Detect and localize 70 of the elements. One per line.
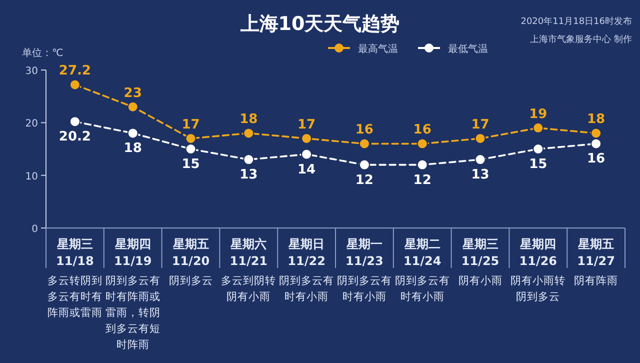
data-label: 17	[298, 117, 316, 132]
point	[127, 101, 138, 112]
data-label: 23	[124, 86, 142, 101]
y-tick-label: 30	[25, 66, 38, 77]
point	[532, 144, 544, 154]
point	[474, 154, 486, 166]
point	[301, 132, 312, 144]
data-label: 17	[182, 117, 200, 132]
data-label: 18	[587, 112, 606, 128]
point	[243, 128, 254, 139]
x-tick-label: 星期四 11/26	[519, 237, 558, 268]
note: 多云到阴转阴有小雨	[221, 275, 276, 303]
data-label: 18	[240, 112, 258, 128]
point	[69, 79, 80, 90]
point	[243, 154, 254, 166]
data-label: 16	[355, 122, 374, 138]
y-tick-label: 0	[32, 224, 38, 235]
data-label: 15	[182, 157, 200, 172]
note: 阴有小雨	[458, 275, 502, 287]
text: 上海市气象服务中心 制作	[530, 34, 632, 45]
data-label: 27.2	[58, 64, 91, 79]
point	[185, 132, 196, 144]
point	[416, 138, 428, 150]
data-label: 15	[529, 157, 548, 172]
point	[590, 128, 602, 139]
note: 阴有阵雨	[574, 275, 618, 287]
data-label: 16	[413, 122, 432, 138]
note: 阴到多云有时有阵雨或雷雨，转阴到多云有短时阵雨	[105, 275, 160, 351]
y-axis-title: 单位：℃	[22, 47, 64, 59]
x-tick-label: 星期一 11/23	[345, 237, 384, 268]
data-label: 13	[240, 168, 258, 183]
point	[358, 159, 370, 170]
note: 阴到多云有时有小雨	[394, 275, 450, 303]
point	[416, 159, 428, 170]
point	[358, 138, 370, 150]
legend-label: 最高气温	[358, 43, 398, 55]
data-label: 14	[298, 162, 316, 178]
x-tick-label: 星期六 11/21	[230, 237, 268, 268]
point	[69, 116, 80, 128]
chart-title: 上海10天天气趋势	[239, 13, 400, 35]
note: 阴到多云有时有小雨	[279, 275, 334, 303]
point	[301, 148, 312, 160]
point	[532, 122, 544, 134]
data-label: 18	[124, 141, 142, 156]
x-tick-label: 星期五 11/20	[172, 237, 210, 268]
point	[185, 144, 196, 154]
point	[474, 132, 486, 144]
x-tick-label: 星期二 11/24	[403, 237, 442, 268]
note: 阴到多云有时有小雨	[336, 275, 392, 303]
data-label: 20.2	[58, 130, 91, 145]
data-label: 12	[413, 172, 432, 188]
x-tick-label: 星期三 11/18	[56, 237, 94, 268]
point	[590, 138, 602, 150]
legend-label: 最低气温	[448, 43, 488, 55]
y-tick-label: 10	[25, 171, 38, 182]
data-label: 16	[587, 152, 606, 167]
x-tick-label: 星期日 11/22	[288, 237, 326, 268]
y-tick-label: 20	[25, 118, 38, 130]
x-tick-label: 星期三 11/25	[461, 237, 500, 268]
note: 阴有小雨转阴到多云	[510, 275, 566, 303]
data-label: 13	[471, 168, 490, 183]
x-tick-label: 星期四 11/19	[114, 237, 152, 268]
data-label: 19	[529, 106, 548, 122]
note: 多云转阴到多云有时有阵雨或雷雨	[47, 275, 102, 319]
data-label: 17	[471, 117, 490, 132]
text: 2020年11月18日16时发布	[520, 16, 632, 27]
x-tick-label: 星期五 11/27	[577, 237, 615, 268]
point	[127, 128, 138, 139]
note: 阴到多云	[168, 275, 213, 287]
data-label: 12	[355, 172, 374, 188]
